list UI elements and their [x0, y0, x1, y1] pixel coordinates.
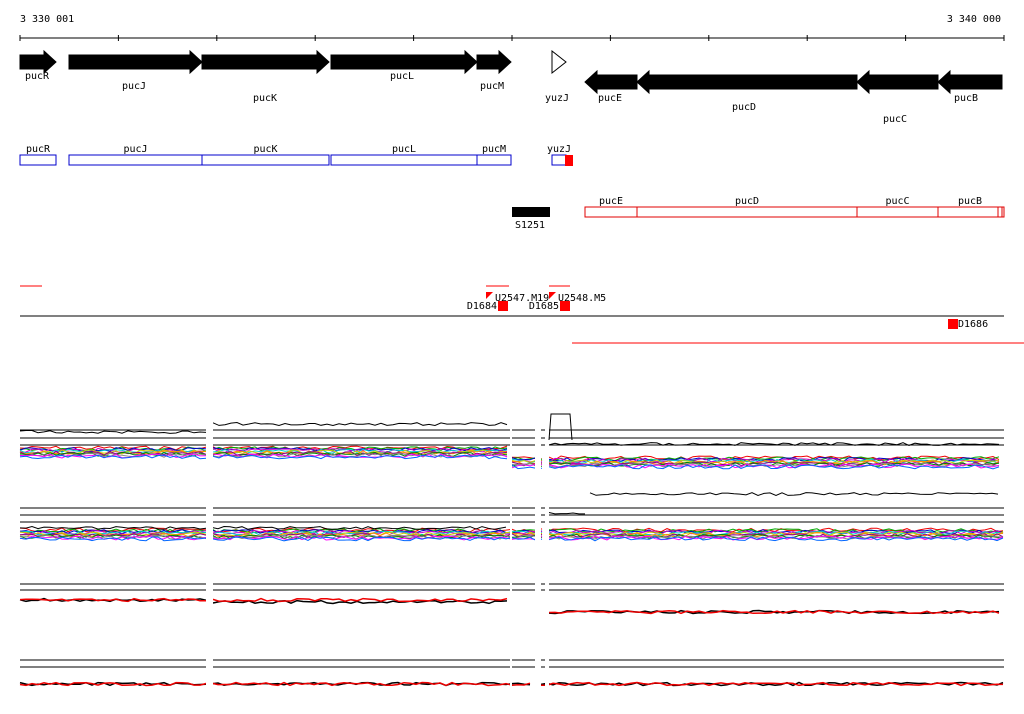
trace [548, 442, 1000, 446]
segment-box [512, 207, 550, 217]
trace [212, 597, 508, 603]
trace [541, 681, 1004, 687]
track-gap [206, 420, 213, 700]
trace [548, 456, 1000, 462]
gene-box-label: pucK [253, 144, 277, 155]
gene-arrow [68, 49, 203, 75]
track-gap [545, 420, 549, 700]
segment-label: S1251 [515, 220, 545, 231]
gene-box-label: pucL [392, 144, 416, 155]
gene-box [856, 206, 939, 218]
gene-arrow [201, 49, 330, 75]
gene-label: pucB [954, 93, 978, 104]
gene-label: pucL [390, 71, 414, 82]
feature-box [948, 319, 958, 329]
trace [546, 534, 1004, 540]
gene-arrow [856, 69, 939, 95]
gene-label: pucM [480, 81, 504, 92]
gene-box-label: pucC [885, 196, 909, 207]
trace [19, 430, 207, 434]
trace [19, 453, 207, 459]
trace [19, 452, 207, 458]
feature-box [560, 301, 570, 311]
gene-label: pucE [598, 93, 622, 104]
gene-arrow [937, 69, 1003, 95]
gene-label: pucR [25, 71, 50, 82]
trace [212, 454, 508, 460]
gene-arrow [476, 49, 512, 75]
gene-arrow [551, 49, 567, 75]
trace [19, 536, 543, 542]
gene-box-label: pucB [958, 196, 982, 207]
gene-arrow [584, 69, 638, 95]
track-gap [535, 420, 541, 700]
gene-arrow [330, 49, 478, 75]
gene-box [937, 206, 1003, 218]
feature-label: U2548.M5 [558, 293, 606, 304]
feature-label: U2547.M19 [495, 293, 549, 304]
gene-box [551, 154, 567, 166]
feature-flag [486, 292, 493, 299]
gene-box-label: pucE [599, 196, 623, 207]
trace [212, 447, 508, 452]
gene-label: pucK [253, 93, 277, 104]
gene-box [584, 206, 638, 218]
gene-box-label: pucD [735, 196, 759, 207]
trace [19, 534, 543, 540]
gene-box [330, 154, 478, 166]
trace [540, 681, 1004, 687]
gene-box [68, 154, 203, 166]
feature-label: D1685 [529, 301, 559, 312]
trace [546, 535, 1004, 541]
gene-label: pucJ [122, 81, 146, 92]
axis-start: 3 330 001 [20, 14, 74, 25]
gene-box-end [997, 206, 1005, 218]
gene-box [476, 154, 512, 166]
axis-end: 3 340 000 [947, 14, 1001, 25]
feature-box [498, 301, 508, 311]
gene-label: pucC [883, 114, 907, 125]
trace [548, 609, 1000, 615]
trace [589, 492, 999, 497]
trace [19, 525, 507, 530]
trace [19, 530, 543, 536]
trace [548, 512, 585, 515]
gene-box-label: pucJ [123, 144, 147, 155]
gene-box-label: pucR [26, 144, 51, 155]
gene-label: pucD [732, 102, 756, 113]
gene-label: yuzJ [545, 93, 569, 104]
gene-arrow [636, 69, 858, 95]
gene-box-label: yuzJ [547, 144, 571, 155]
gene-box-end [565, 155, 573, 166]
trace [548, 464, 1000, 470]
gene-box-label: pucM [482, 144, 506, 155]
trace [546, 536, 1004, 542]
gene-arrow [19, 49, 57, 75]
feature-flag [549, 292, 556, 299]
trace [212, 448, 508, 454]
tracks [19, 413, 1004, 700]
trace [212, 421, 508, 427]
trace [212, 451, 508, 457]
gene-box [201, 154, 330, 166]
gene-box [636, 206, 858, 218]
gene-box [19, 154, 57, 166]
trace [548, 413, 573, 441]
feature-label: D1686 [958, 319, 988, 330]
track-gap [510, 420, 512, 700]
feature-label: D1684 [467, 301, 497, 312]
trace [19, 454, 207, 460]
trace [19, 681, 531, 687]
trace [19, 597, 206, 603]
